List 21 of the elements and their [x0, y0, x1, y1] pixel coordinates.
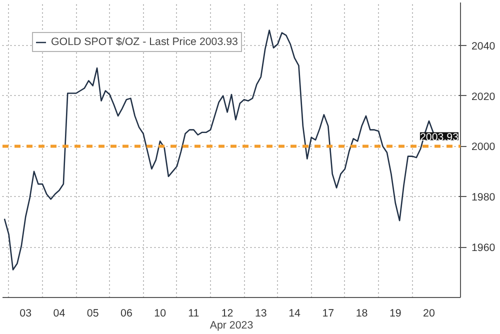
- x-tick-label: 10: [154, 308, 166, 320]
- x-tick-label: 20: [423, 308, 435, 320]
- y-tick-label: 2020: [472, 90, 496, 103]
- y-tick-label: 2000: [472, 141, 496, 154]
- x-tick-label: 17: [322, 308, 334, 320]
- x-tick-label: 06: [120, 308, 132, 320]
- x-tick-label: 12: [221, 308, 234, 320]
- x-tick-label: 03: [20, 308, 32, 320]
- x-tick-label: 18: [356, 308, 368, 320]
- y-tick-label: 1980: [472, 192, 496, 204]
- x-tick-label: 13: [254, 308, 267, 320]
- annotation: 2003.93: [420, 131, 459, 144]
- x-tick-label: 05: [86, 308, 99, 320]
- x-tick-label: 14: [288, 308, 301, 320]
- legend-label: GOLD SPOT $/OZ - Last Price 2003.93: [51, 36, 238, 48]
- x-tick-label: 19: [389, 308, 402, 320]
- y-tick-label: 2040: [472, 40, 496, 52]
- x-tick-label: 04: [53, 308, 66, 320]
- y-tick-label: 1960: [472, 242, 496, 254]
- x-axis-title: Apr 2023: [210, 320, 254, 332]
- x-tick-label: 11: [188, 308, 200, 320]
